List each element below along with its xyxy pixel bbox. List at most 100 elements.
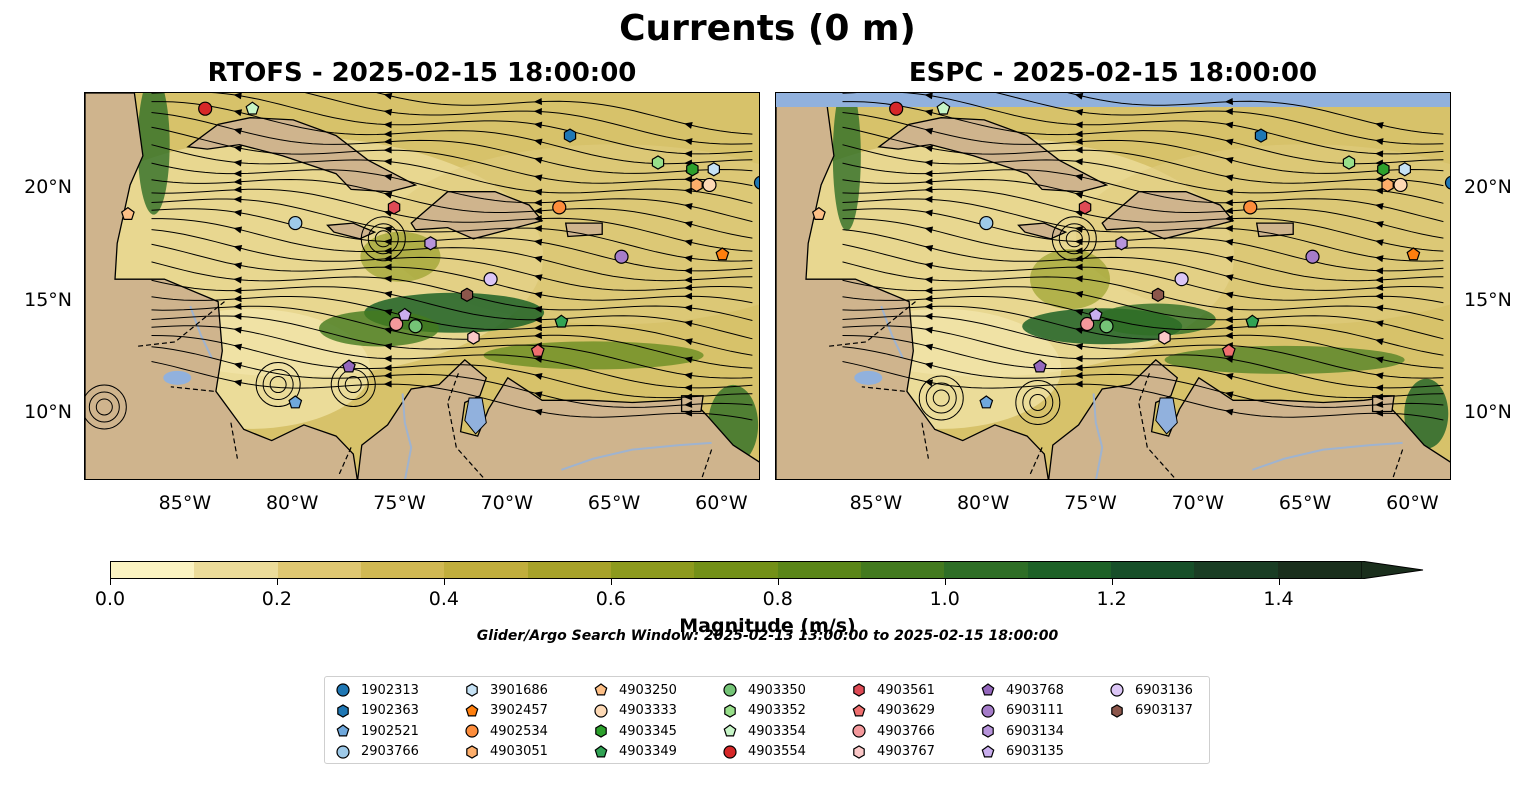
streamline bbox=[842, 126, 1444, 187]
speed-contour bbox=[832, 93, 861, 231]
circle-marker-icon bbox=[465, 724, 479, 738]
panel-title-espc: ESPC - 2025-02-15 18:00:00 bbox=[908, 58, 1318, 88]
eddy-streamline bbox=[1065, 230, 1083, 248]
streamline bbox=[842, 162, 1444, 223]
streamline bbox=[842, 325, 1444, 389]
streamline bbox=[842, 296, 1444, 356]
stream-arrow bbox=[1224, 215, 1233, 222]
stream-arrow bbox=[924, 185, 933, 193]
stream-arrow bbox=[1224, 391, 1234, 399]
streamline bbox=[151, 346, 753, 408]
eddy-streamline bbox=[1029, 394, 1047, 412]
stream-arrow bbox=[924, 287, 933, 295]
colorbar-segment bbox=[860, 562, 945, 578]
border bbox=[1138, 373, 1177, 479]
stream-arrow bbox=[1074, 226, 1084, 233]
legend-item: 1902313 bbox=[335, 680, 419, 700]
legend-item: 6903111 bbox=[980, 701, 1064, 721]
streamline bbox=[842, 208, 1444, 272]
stream-arrow bbox=[1375, 320, 1384, 328]
river bbox=[1252, 441, 1403, 471]
streamline bbox=[842, 229, 1444, 291]
border bbox=[230, 422, 238, 459]
circle-marker-icon bbox=[1110, 683, 1124, 697]
streamlines bbox=[151, 93, 753, 421]
stream-arrow bbox=[924, 343, 934, 351]
stream-arrow bbox=[1224, 121, 1234, 129]
stream-arrow bbox=[233, 127, 243, 135]
stream-arrow bbox=[1375, 150, 1384, 158]
stream-arrow bbox=[684, 393, 693, 401]
legend-item: 4903333 bbox=[593, 701, 677, 721]
colorbar-tick bbox=[1111, 579, 1113, 585]
legend-item: 6903135 bbox=[980, 742, 1064, 762]
legend-item: 4903766 bbox=[851, 721, 935, 741]
legend-item: 3901686 bbox=[464, 680, 548, 700]
land-southam bbox=[1048, 359, 1450, 479]
stream-arrow bbox=[1224, 332, 1233, 340]
float-marker-4903352 bbox=[651, 155, 665, 170]
stream-arrow bbox=[1224, 305, 1234, 313]
eddy-streamline bbox=[925, 382, 957, 414]
stream-arrow bbox=[383, 130, 392, 138]
stream-arrow bbox=[1375, 276, 1384, 284]
eddy-streamline bbox=[85, 384, 127, 430]
stream-arrow bbox=[383, 343, 393, 350]
map-panel-espc[interactable] bbox=[775, 92, 1451, 480]
stream-arrow bbox=[533, 274, 543, 281]
streamline bbox=[304, 93, 753, 145]
stream-arrow bbox=[1375, 283, 1384, 291]
stream-arrow bbox=[533, 157, 543, 164]
border bbox=[447, 373, 486, 479]
stream-arrow bbox=[233, 178, 242, 186]
legend-label: 6903135 bbox=[1006, 744, 1064, 759]
float-marker-4903768 bbox=[1033, 359, 1047, 373]
stream-arrow bbox=[924, 302, 933, 310]
circle-marker-icon bbox=[594, 703, 608, 718]
eddy-streamline bbox=[918, 375, 964, 421]
stream-arrow bbox=[383, 137, 392, 145]
stream-arrow bbox=[1375, 187, 1384, 195]
stream-arrow bbox=[233, 226, 243, 234]
stream-arrow bbox=[233, 109, 243, 117]
stream-arrow bbox=[924, 262, 934, 270]
pentagon-marker-icon bbox=[594, 744, 608, 757]
legend-label: 6903137 bbox=[1135, 703, 1193, 718]
colorbar-segment bbox=[360, 562, 445, 578]
stream-arrow bbox=[1074, 137, 1083, 145]
land-jamaica bbox=[1017, 222, 1068, 240]
legend-item: 6903137 bbox=[1109, 701, 1193, 721]
eddy-streamline bbox=[1058, 223, 1090, 255]
legend-label: 1902363 bbox=[361, 703, 419, 718]
stream-arrow bbox=[533, 121, 543, 129]
eddy-streamline bbox=[932, 389, 950, 407]
map-panel-rtofs[interactable] bbox=[84, 92, 760, 480]
float-marker-4902534 bbox=[552, 200, 567, 215]
stream-arrow bbox=[533, 408, 543, 416]
colorbar-tick-label: 0.2 bbox=[261, 588, 292, 610]
float-marker-4903767 bbox=[1158, 330, 1171, 345]
streamline bbox=[151, 229, 753, 291]
float-marker-4903354 bbox=[245, 101, 260, 115]
stream-arrow bbox=[1224, 291, 1234, 299]
stream-arrow bbox=[383, 290, 393, 298]
eddy-streamline bbox=[374, 230, 392, 248]
colorbar-segment bbox=[777, 562, 861, 578]
lat-tick-label-right: 10°N bbox=[1464, 400, 1512, 423]
land-hispaniola bbox=[410, 191, 544, 240]
colorbar-segment bbox=[444, 562, 528, 578]
legend-item: 2903766 bbox=[335, 742, 419, 762]
float-marker-6903134 bbox=[424, 236, 437, 251]
stream-arrow bbox=[1074, 158, 1083, 166]
land-cuba bbox=[186, 117, 418, 193]
stream-arrow bbox=[233, 287, 242, 295]
float-marker-4903766 bbox=[1080, 316, 1095, 332]
streamline bbox=[842, 305, 1444, 369]
float-marker-3901686 bbox=[707, 162, 721, 177]
land-centam bbox=[85, 93, 358, 479]
stream-arrow bbox=[924, 109, 934, 117]
pentagon-marker-icon bbox=[852, 703, 866, 716]
lon-tick-label: 85°W bbox=[849, 492, 903, 514]
stream-arrow bbox=[1375, 400, 1384, 408]
float-marker-6903137 bbox=[1151, 287, 1165, 302]
